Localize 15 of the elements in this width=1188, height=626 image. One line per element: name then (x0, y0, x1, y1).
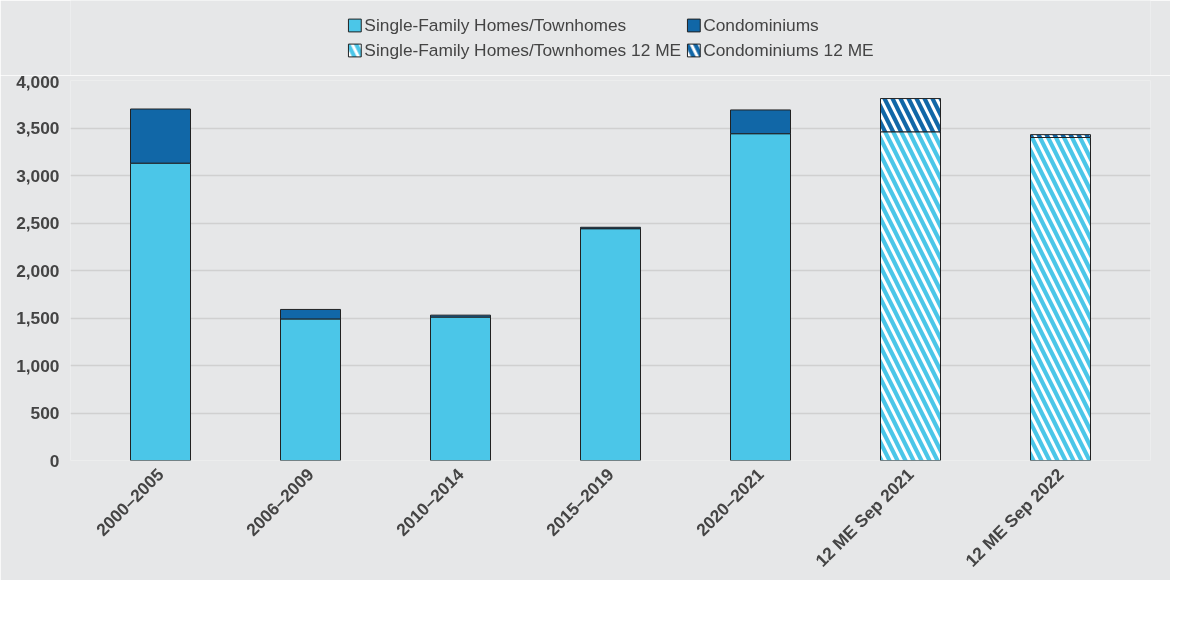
y-tick-label: 1,000 (16, 355, 60, 376)
y-tick-label: 3,000 (16, 165, 60, 186)
y-tick-label: 0 (49, 450, 60, 471)
legend-label: Single-Family Homes/Townhomes 12 ME (364, 39, 682, 61)
y-tick-label: 2,000 (16, 260, 60, 281)
y-tick-label: 2,500 (16, 213, 60, 233)
legend-label: Condominiums (703, 14, 819, 36)
y-tick-label: 1,500 (16, 308, 60, 328)
bar (430, 316, 491, 461)
y-tick-label: 500 (30, 403, 60, 423)
legend-label: Condominiums 12 ME (703, 39, 874, 61)
y-tick-label: 4,000 (16, 71, 60, 92)
legend-label: Single-Family Homes/Townhomes (364, 14, 627, 36)
y-tick-label: 3,500 (16, 118, 60, 138)
bar (580, 228, 641, 461)
